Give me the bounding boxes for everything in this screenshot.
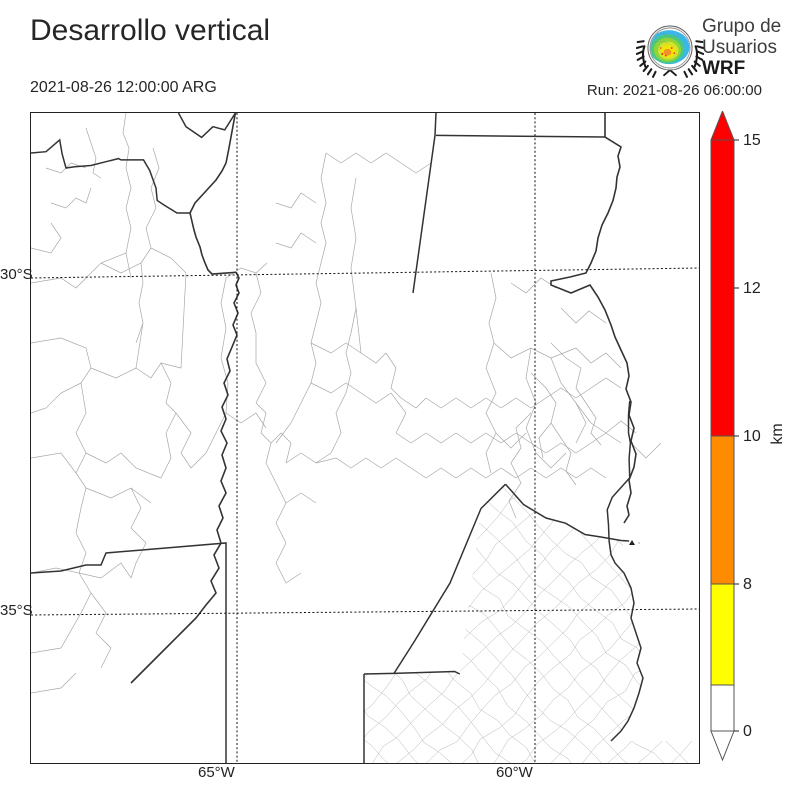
- svg-text:km: km: [769, 423, 786, 444]
- svg-text:8: 8: [743, 576, 752, 593]
- svg-text:15: 15: [743, 132, 761, 149]
- svg-text:10: 10: [743, 428, 761, 445]
- svg-text:12: 12: [743, 280, 761, 297]
- svg-text:0: 0: [743, 723, 752, 740]
